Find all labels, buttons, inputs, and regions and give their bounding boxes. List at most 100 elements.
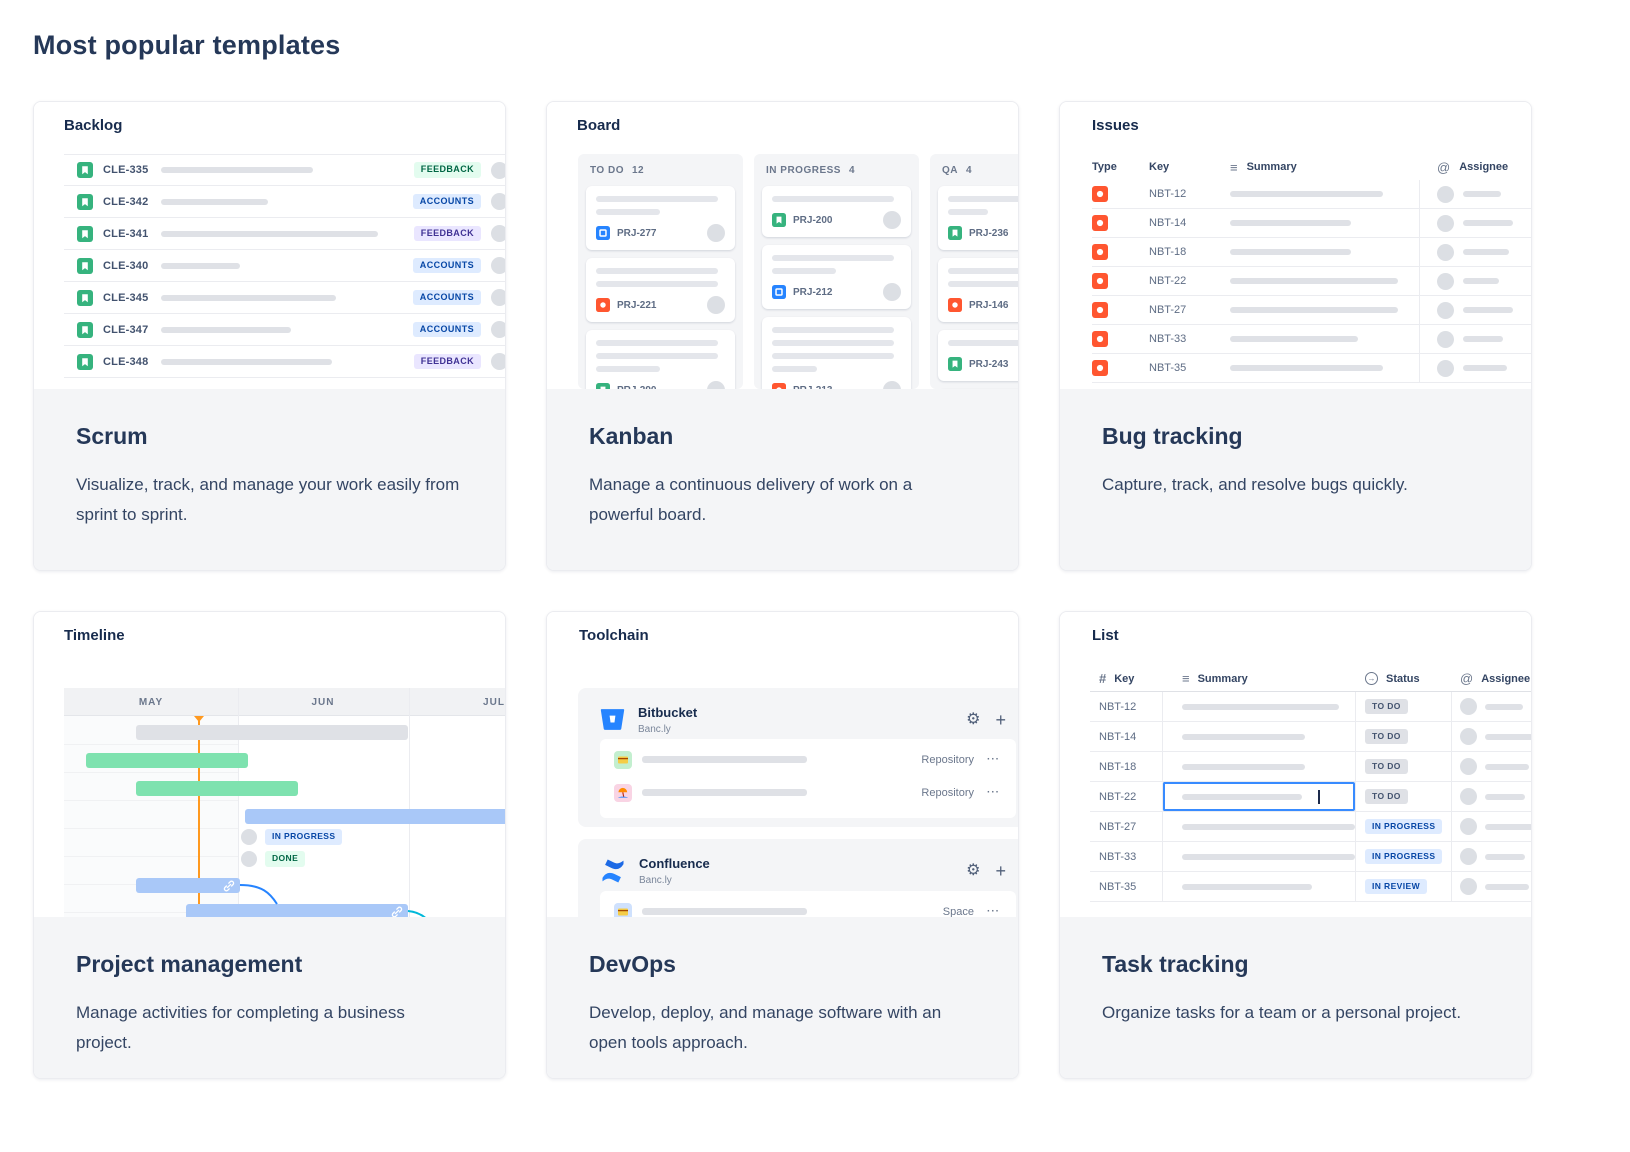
issue-key: NBT-14 <box>1099 730 1137 743</box>
issue-key: PRJ-236 <box>969 227 1009 239</box>
status-badge: ACCOUNTS <box>412 257 481 274</box>
avatar <box>883 283 901 301</box>
placeholder-bar <box>642 789 807 796</box>
bitbucket-logo-icon <box>600 708 625 731</box>
avatar <box>491 225 505 242</box>
gear-icon: ⚙ <box>966 861 981 879</box>
template-card-task-tracking[interactable]: List # Key ≡ Summary → Status @ Assignee NBT… <box>1059 611 1532 1079</box>
card-footer: PRJ-290 <box>596 381 725 389</box>
summary-icon: ≡ <box>1182 671 1190 686</box>
story-issue-icon <box>77 321 93 338</box>
story-issue-icon <box>77 162 93 178</box>
placeholder-bar <box>1463 365 1507 371</box>
toolchain-panel-bitbucket: Bitbucket Banc.ly ⚙ + Repository ··· Reposit… <box>578 688 1018 827</box>
avatar <box>1460 788 1477 805</box>
placeholder-bar <box>161 198 268 205</box>
backlog-row: CLE-340 ACCOUNTS <box>64 250 505 282</box>
placeholder-bar <box>161 230 378 237</box>
selected-summary-cell[interactable] <box>1162 782 1355 811</box>
placeholder-bar <box>1182 763 1305 770</box>
project-management-preview: Timeline MAY JUN JUL IN PROGRESS DONE <box>34 612 505 917</box>
summary-cell <box>1162 872 1355 901</box>
placeholder-bar <box>1463 307 1513 313</box>
template-card-project-management[interactable]: Timeline MAY JUN JUL IN PROGRESS DONE Proje… <box>33 611 506 1079</box>
preview-title: List <box>1092 627 1119 644</box>
placeholder-bar <box>1485 703 1523 710</box>
status-badge: IN PROGRESS <box>1365 818 1443 835</box>
avatar <box>241 851 257 867</box>
column-assignee: Assignee <box>1459 161 1509 173</box>
status-badge: TO DO <box>1365 758 1408 775</box>
status-badge: IN REVIEW <box>1365 878 1427 895</box>
more-menu-icon: ··· <box>987 906 1000 917</box>
story-issue-icon <box>77 257 93 274</box>
issue-key: NBT-22 <box>1149 275 1187 287</box>
status-badge: IN PROGRESS <box>265 829 343 845</box>
table-row: NBT-35 <box>1092 354 1531 383</box>
preview-title: Backlog <box>64 117 123 134</box>
issue-key: CLE-340 <box>103 259 149 272</box>
today-marker-line <box>198 716 200 917</box>
avatar <box>1437 243 1454 261</box>
column-header: IN PROGRESS 4 <box>766 165 856 176</box>
table-row: NBT-18 <box>1092 238 1531 267</box>
task-issue-icon <box>772 285 786 299</box>
template-description: Manage activities for completing a busin… <box>76 1003 405 1052</box>
backlog-row: CLE-347 ACCOUNTS <box>64 314 505 346</box>
placeholder-bar <box>1463 278 1499 284</box>
table-header: # Key ≡ Summary → Status @ Assignee <box>1090 666 1531 692</box>
card-green-icon <box>614 750 632 769</box>
template-card-devops[interactable]: Toolchain Bitbucket Banc.ly ⚙ + Repository… <box>546 611 1019 1079</box>
avatar <box>491 289 505 306</box>
today-marker-caret <box>194 716 204 722</box>
month-label: JUN <box>311 697 335 708</box>
table-row: NBT-22 TO DO <box>1090 782 1531 812</box>
backlog-row: CLE-348 FEEDBACK <box>64 346 505 378</box>
placeholder-bar <box>772 327 894 333</box>
page-title: Most popular templates <box>33 30 341 60</box>
avatar <box>491 257 505 274</box>
template-description: Organize tasks for a team or a personal … <box>1102 1003 1462 1022</box>
card-footer: PRJ-146 <box>948 296 1018 314</box>
column-header: TO DO 12 <box>590 165 645 176</box>
placeholder-bar <box>1463 249 1509 255</box>
table-row: NBT-14 TO DO <box>1090 722 1531 752</box>
story-issue-icon <box>948 226 962 240</box>
placeholder-bar <box>161 358 332 365</box>
templates-page: Most popular templates Backlog CLE-335 FE… <box>33 30 1532 1079</box>
avatar <box>883 381 901 389</box>
template-description: Capture, track, and resolve bugs quickly… <box>1102 475 1408 494</box>
template-title: Bug tracking <box>1102 423 1243 449</box>
placeholder-bar <box>1182 883 1312 890</box>
gear-icon: ⚙ <box>966 710 981 728</box>
template-card-bug-tracking[interactable]: Issues Type Key ≡ Summary @ Assignee NBT-12 … <box>1059 101 1532 571</box>
template-card-scrum[interactable]: Backlog CLE-335 FEEDBACK CLE-342 ACCOUNTS CL… <box>33 101 506 571</box>
story-issue-icon <box>77 193 93 210</box>
avatar <box>1460 758 1477 775</box>
status-badge: ACCOUNTS <box>412 321 481 338</box>
column-summary: Summary <box>1197 672 1248 685</box>
template-title: Project management <box>76 951 303 977</box>
placeholder-bar <box>1463 336 1503 342</box>
placeholder-bar <box>1182 793 1302 800</box>
placeholder-bar <box>161 167 313 173</box>
card-footer: PRJ-236 <box>948 224 1018 242</box>
avatar <box>1437 272 1454 290</box>
item-type-label: Space <box>942 905 974 918</box>
gantt-bar-green <box>86 753 248 768</box>
table-row: NBT-27 IN PROGRESS <box>1090 812 1531 842</box>
card-description-section: Project management Manage activities for… <box>34 917 505 1078</box>
board-column: QA 4 PRJ-236 PRJ-146 PRJ-243 <box>930 154 1018 389</box>
column-summary: Summary <box>1246 161 1297 173</box>
tool-header: Bitbucket Banc.ly ⚙ + <box>578 688 1018 735</box>
card-description-section: DevOps Develop, deploy, and manage softw… <box>547 917 1018 1078</box>
template-title: Kanban <box>589 423 674 449</box>
placeholder-bar <box>1485 823 1531 830</box>
issue-key: NBT-33 <box>1099 850 1137 863</box>
more-menu-icon: ··· <box>987 787 1000 798</box>
table-row: NBT-12 <box>1092 180 1531 209</box>
card-footer: PRJ-243 <box>948 355 1018 373</box>
